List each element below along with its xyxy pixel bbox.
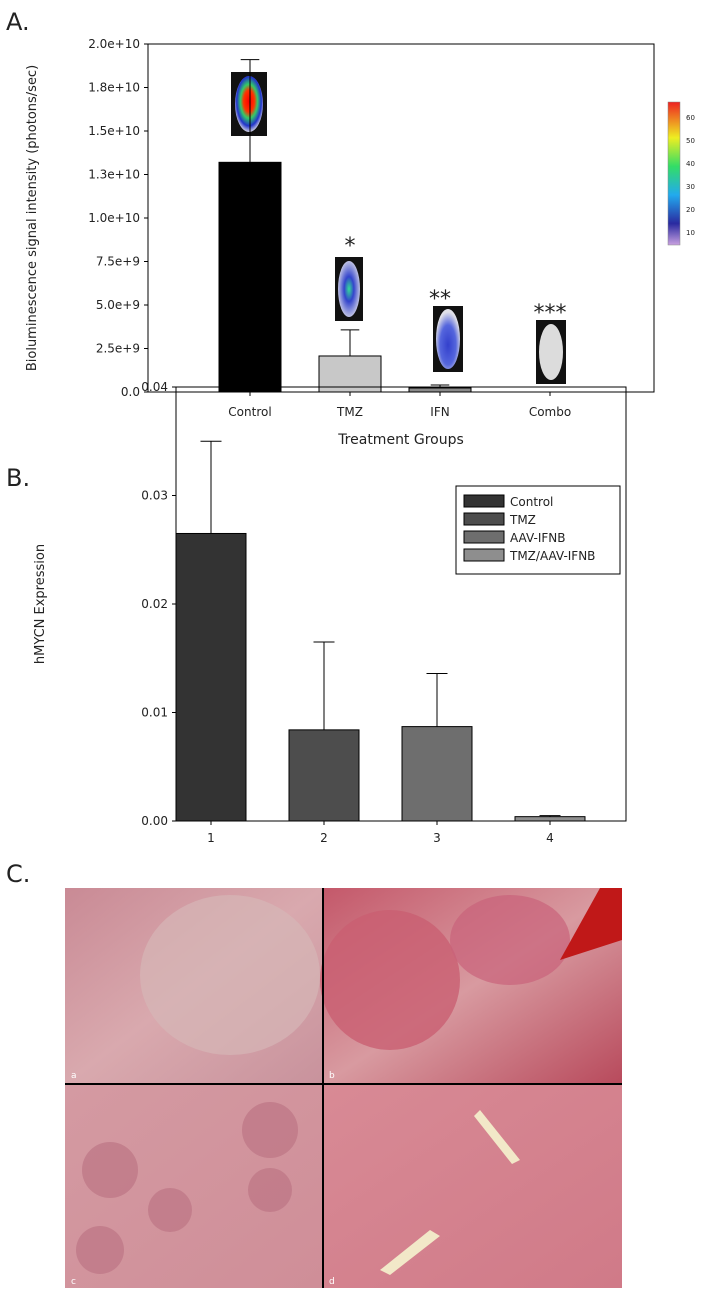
- micrograph-label: a: [71, 1071, 77, 1081]
- y-tick-label: 1.8e+10: [88, 81, 140, 95]
- bar: [288, 729, 360, 822]
- legend-swatch: [463, 530, 505, 544]
- x-tick-label: IFN: [430, 405, 449, 419]
- y-tick-label: 2.0e+10: [88, 37, 140, 51]
- bar: [514, 816, 586, 822]
- y-tick-label: 0.04: [141, 380, 168, 394]
- bar: [401, 726, 473, 822]
- colorbar: [667, 101, 681, 246]
- legend-label: TMZ: [509, 513, 536, 527]
- colorbar-label: 40: [686, 160, 695, 168]
- bar: [218, 161, 282, 393]
- micrographs: [65, 888, 622, 1288]
- bar: [175, 532, 247, 822]
- x-tick-label: TMZ: [336, 405, 363, 419]
- panel-label: B.: [6, 464, 30, 492]
- y-tick-label: 1.3e+10: [88, 168, 140, 182]
- mouse-images: [231, 72, 566, 384]
- y-tick-label: 1.5e+10: [88, 124, 140, 138]
- y-axis-title: hMYCN Expression: [33, 544, 48, 664]
- significance-mark: ***: [534, 301, 567, 326]
- colorbar-label: 10: [686, 229, 695, 237]
- significance-mark: *: [345, 234, 356, 259]
- bar: [408, 387, 472, 393]
- y-tick-label: 0.01: [141, 706, 168, 720]
- panel-label: C.: [6, 860, 30, 888]
- y-tick-label: 0.0: [121, 385, 140, 399]
- y-tick-label: 5.0e+9: [96, 298, 140, 312]
- colorbar-label: 30: [686, 183, 695, 191]
- y-tick-label: 0.02: [141, 597, 168, 611]
- x-tick-label: 3: [433, 831, 441, 845]
- panel-label: A.: [6, 8, 30, 36]
- x-tick-label: 1: [207, 831, 215, 845]
- legend-swatch: [463, 494, 505, 508]
- legend-label: TMZ/AAV-IFNB: [509, 549, 595, 563]
- y-tick-label: 1.0e+10: [88, 211, 140, 225]
- colorbar-label: 50: [686, 137, 695, 145]
- micrograph-label: b: [329, 1071, 335, 1081]
- micrograph-label: d: [329, 1277, 335, 1287]
- y-tick-label: 7.5e+9: [96, 255, 140, 269]
- x-axis-title: Treatment Groups: [337, 432, 464, 448]
- y-tick-label: 0.00: [141, 814, 168, 828]
- x-tick-label: Combo: [529, 405, 571, 419]
- y-axis-title: Bioluminescence signal intensity (photon…: [25, 65, 40, 371]
- colorbar-label: 20: [686, 206, 695, 214]
- y-tick-label: 0.03: [141, 489, 168, 503]
- x-tick-label: 2: [320, 831, 328, 845]
- significance-mark: **: [429, 287, 451, 312]
- legend-label: AAV-IFNB: [510, 531, 565, 545]
- legend-swatch: [463, 512, 505, 526]
- micrograph-label: c: [71, 1277, 76, 1287]
- colorbar-label: 60: [686, 114, 695, 122]
- legend-label: Control: [510, 495, 553, 509]
- y-tick-label: 2.5e+9: [96, 342, 140, 356]
- x-tick-label: Control: [228, 405, 271, 419]
- legend-swatch: [463, 548, 505, 562]
- x-tick-label: 4: [546, 831, 554, 845]
